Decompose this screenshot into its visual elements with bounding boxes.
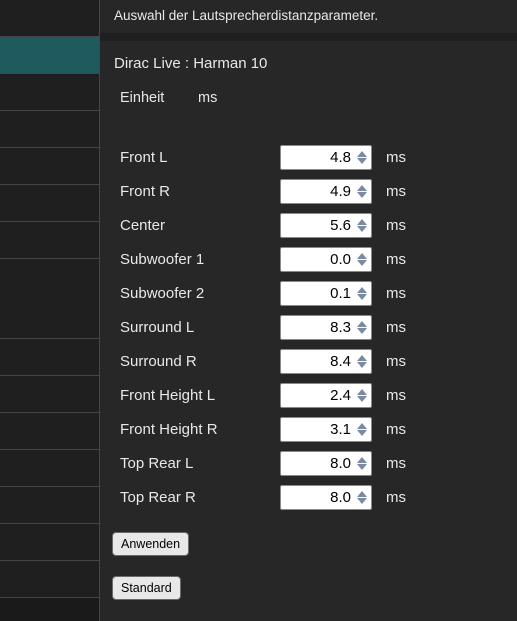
unit-value: ms bbox=[198, 90, 217, 106]
channel-row: Top Rear L ms bbox=[120, 446, 503, 480]
channel-label: Subwoofer 2 bbox=[120, 285, 280, 302]
sidebar-item[interactable] bbox=[0, 450, 99, 487]
channel-label: Subwoofer 1 bbox=[120, 251, 280, 268]
channel-input-wrap bbox=[280, 383, 372, 408]
channel-row: Subwoofer 2 ms bbox=[120, 276, 503, 310]
sidebar-item[interactable] bbox=[0, 413, 99, 450]
channel-value-input[interactable] bbox=[280, 179, 372, 204]
default-button[interactable]: Standard bbox=[112, 576, 181, 600]
channel-input-wrap bbox=[280, 247, 372, 272]
channel-value-input[interactable] bbox=[280, 451, 372, 476]
channel-input-wrap bbox=[280, 281, 372, 306]
channel-input-wrap bbox=[280, 315, 372, 340]
channel-row: Surround R ms bbox=[120, 344, 503, 378]
channel-value-input[interactable] bbox=[280, 383, 372, 408]
channel-row: Front Height R ms bbox=[120, 412, 503, 446]
channel-unit: ms bbox=[386, 421, 406, 438]
channel-value-input[interactable] bbox=[280, 349, 372, 374]
channel-value-input[interactable] bbox=[280, 247, 372, 272]
channel-row: Subwoofer 1 ms bbox=[120, 242, 503, 276]
channel-unit: ms bbox=[386, 455, 406, 472]
channel-input-wrap bbox=[280, 417, 372, 442]
channel-label: Surround R bbox=[120, 353, 280, 370]
unit-label: Einheit bbox=[120, 90, 194, 106]
channel-input-wrap bbox=[280, 179, 372, 204]
sidebar-item[interactable] bbox=[0, 524, 99, 561]
channel-row: Front R ms bbox=[120, 174, 503, 208]
channel-value-input[interactable] bbox=[280, 417, 372, 442]
channel-value-input[interactable] bbox=[280, 315, 372, 340]
channel-list: Front LmsFront RmsCentermsSubwoofer 1msS… bbox=[100, 114, 517, 514]
channel-input-wrap bbox=[280, 145, 372, 170]
channel-label: Front L bbox=[120, 149, 280, 166]
channel-unit: ms bbox=[386, 319, 406, 336]
channel-label: Front Height L bbox=[120, 387, 280, 404]
sidebar bbox=[0, 0, 100, 621]
channel-unit: ms bbox=[386, 149, 406, 166]
channel-unit: ms bbox=[386, 251, 406, 268]
channel-value-input[interactable] bbox=[280, 485, 372, 510]
sidebar-item[interactable] bbox=[0, 148, 99, 185]
unit-row: Einheit ms bbox=[100, 78, 517, 114]
sidebar-item[interactable] bbox=[0, 487, 99, 524]
channel-value-input[interactable] bbox=[280, 281, 372, 306]
apply-button[interactable]: Anwenden bbox=[112, 532, 189, 556]
channel-label: Front R bbox=[120, 183, 280, 200]
sidebar-item[interactable] bbox=[0, 561, 99, 598]
sidebar-item[interactable] bbox=[0, 339, 99, 376]
channel-label: Front Height R bbox=[120, 421, 280, 438]
channel-input-wrap bbox=[280, 213, 372, 238]
channel-label: Top Rear L bbox=[120, 455, 280, 472]
channel-input-wrap bbox=[280, 485, 372, 510]
channel-row: Center ms bbox=[120, 208, 503, 242]
channel-row: Top Rear R ms bbox=[120, 480, 503, 514]
sidebar-item[interactable] bbox=[0, 222, 99, 259]
channel-unit: ms bbox=[386, 489, 406, 506]
sidebar-gap bbox=[0, 259, 99, 339]
sidebar-item[interactable] bbox=[0, 376, 99, 413]
channel-unit: ms bbox=[386, 217, 406, 234]
channel-row: Front L ms bbox=[120, 140, 503, 174]
sidebar-item[interactable] bbox=[0, 111, 99, 148]
button-bar: Anwenden Standard bbox=[100, 514, 517, 620]
channel-input-wrap bbox=[280, 451, 372, 476]
channel-label: Center bbox=[120, 217, 280, 234]
channel-unit: ms bbox=[386, 183, 406, 200]
sidebar-item[interactable] bbox=[0, 0, 99, 37]
sidebar-item[interactable] bbox=[0, 74, 99, 111]
channel-unit: ms bbox=[386, 353, 406, 370]
channel-unit: ms bbox=[386, 285, 406, 302]
main-panel: Auswahl der Lautsprecherdistanzparameter… bbox=[100, 0, 517, 621]
sidebar-item[interactable] bbox=[0, 185, 99, 222]
page-description: Auswahl der Lautsprecherdistanzparameter… bbox=[100, 0, 517, 41]
channel-label: Top Rear R bbox=[120, 489, 280, 506]
channel-unit: ms bbox=[386, 387, 406, 404]
channel-row: Surround L ms bbox=[120, 310, 503, 344]
channel-input-wrap bbox=[280, 349, 372, 374]
channel-value-input[interactable] bbox=[280, 213, 372, 238]
sidebar-item-active[interactable] bbox=[0, 37, 99, 74]
channel-row: Front Height L ms bbox=[120, 378, 503, 412]
channel-label: Surround L bbox=[120, 319, 280, 336]
dirac-preset-label: Dirac Live : Harman 10 bbox=[100, 41, 517, 78]
channel-value-input[interactable] bbox=[280, 145, 372, 170]
